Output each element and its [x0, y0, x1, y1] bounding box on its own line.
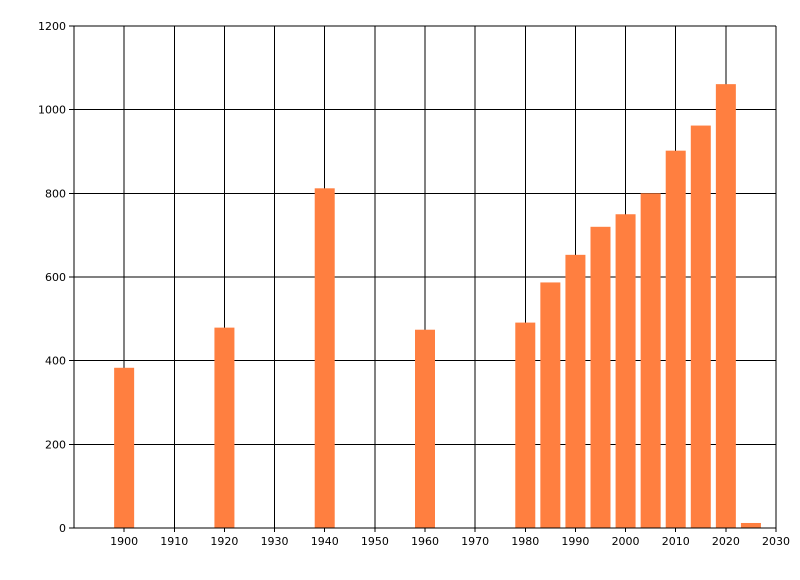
- y-tick-label: 1000: [38, 104, 66, 117]
- x-tick-label: 1970: [461, 535, 489, 548]
- bar: [640, 193, 661, 529]
- y-tick-label: 600: [45, 271, 66, 284]
- bar: [740, 522, 761, 528]
- y-tick-label: 200: [45, 438, 66, 451]
- x-tick-label: 1930: [261, 535, 289, 548]
- x-tick-label: 1980: [511, 535, 539, 548]
- x-tick-label: 1960: [411, 535, 439, 548]
- bar: [615, 214, 636, 528]
- x-tick-label: 1920: [210, 535, 238, 548]
- bar: [665, 150, 686, 528]
- y-axis-tick-labels: 0 200 400 600 800 1000 1200: [38, 20, 66, 535]
- x-tick-label: 2030: [762, 535, 790, 548]
- bar: [515, 322, 536, 528]
- bar: [314, 188, 335, 528]
- bar: [565, 254, 586, 528]
- x-tick-label: 1940: [311, 535, 339, 548]
- bars: [114, 84, 761, 529]
- y-tick-label: 800: [45, 187, 66, 200]
- bar: [214, 327, 235, 528]
- bar: [690, 125, 711, 529]
- y-tick-label: 400: [45, 355, 66, 368]
- bar: [540, 282, 561, 528]
- axes: [73, 26, 776, 529]
- bar: [715, 84, 736, 529]
- bar: [415, 329, 435, 528]
- y-tick-label: 0: [59, 522, 66, 535]
- y-tick-label: 1200: [38, 20, 66, 33]
- x-tick-label: 2000: [612, 535, 640, 548]
- x-tick-label: 1910: [160, 535, 188, 548]
- x-tick-label: 2020: [712, 535, 740, 548]
- bar: [590, 226, 611, 529]
- bar: [114, 367, 135, 528]
- x-tick-label: 1990: [561, 535, 589, 548]
- x-tick-label: 2010: [662, 535, 690, 548]
- x-tick-label: 1900: [110, 535, 138, 548]
- x-axis-tick-labels: 1900 1910 1920 1930 1940 1950 1960 1970 1980 1990…: [110, 535, 790, 548]
- x-tick-label: 1950: [361, 535, 389, 548]
